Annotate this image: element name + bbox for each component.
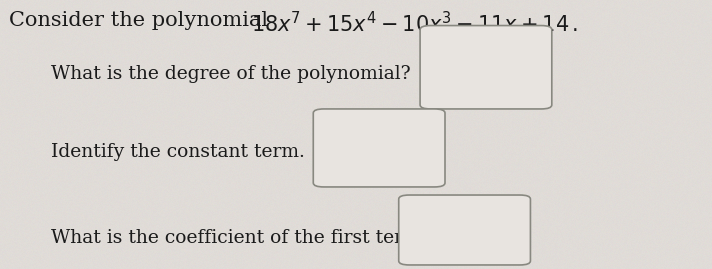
FancyBboxPatch shape [420, 26, 552, 109]
Text: What is the degree of the polynomial?: What is the degree of the polynomial? [51, 65, 411, 83]
Text: $18x^7 + 15x^4 - 10x^3 - 11x + 14\,.$: $18x^7 + 15x^4 - 10x^3 - 11x + 14\,.$ [251, 11, 577, 36]
FancyBboxPatch shape [313, 109, 445, 187]
Text: Consider the polynomial: Consider the polynomial [9, 11, 268, 30]
FancyBboxPatch shape [399, 195, 530, 265]
Text: Identify the constant term.: Identify the constant term. [51, 143, 305, 161]
Text: What is the coefficient of the first term?: What is the coefficient of the first ter… [51, 229, 431, 247]
